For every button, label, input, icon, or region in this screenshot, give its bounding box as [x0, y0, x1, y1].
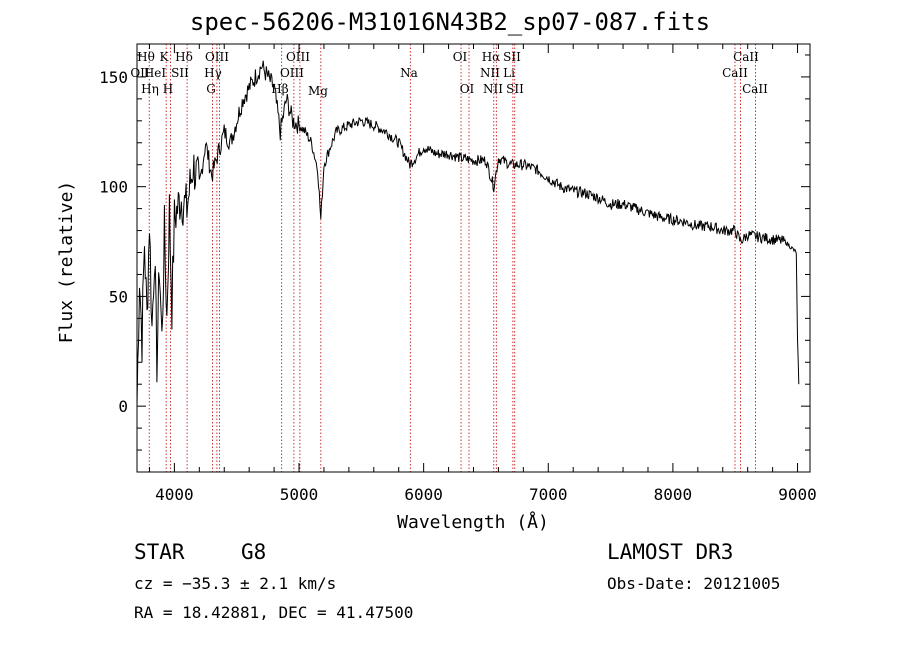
x-tick-label: 8000	[654, 485, 693, 504]
line-label: Na	[400, 66, 418, 80]
axis-ticks: 4000 5000 6000 7000 8000 9000 0 50 100 150	[99, 44, 817, 504]
line-label: NII	[483, 82, 503, 96]
line-label: SII	[506, 82, 524, 96]
line-label: Hβ	[271, 82, 288, 96]
line-label: CaII	[722, 66, 748, 80]
y-tick-label: 50	[109, 287, 128, 306]
x-tick-label: 5000	[280, 485, 319, 504]
line-label: SII	[503, 50, 521, 64]
line-label: CaII	[742, 82, 768, 96]
emission-line-markers	[148, 44, 756, 472]
chart-title: spec-56206-M31016N43B2_sp07-087.fits	[189, 8, 711, 36]
line-label: Hθ	[137, 50, 155, 64]
object-subclass: G8	[241, 540, 267, 564]
object-class: STAR	[134, 540, 185, 564]
x-tick-label: 9000	[778, 485, 817, 504]
line-label: CaII	[733, 50, 759, 64]
line-label: Li	[503, 66, 515, 80]
line-label: SII	[171, 66, 189, 80]
line-label: K	[160, 50, 170, 64]
line-label: OIII	[280, 66, 304, 80]
line-label: OI	[460, 82, 475, 96]
line-label: Mg	[308, 84, 328, 98]
line-label: H	[163, 82, 173, 96]
line-label: Hη	[141, 82, 159, 96]
line-label: OII	[130, 66, 150, 80]
line-label: Hδ	[175, 50, 193, 64]
y-tick-label: 0	[118, 397, 128, 416]
x-tick-label: 4000	[155, 485, 194, 504]
line-label: NII	[480, 66, 500, 80]
line-label: Hγ	[204, 66, 222, 80]
line-label: OI	[453, 50, 468, 64]
x-axis-label: Wavelength (Å)	[397, 511, 549, 533]
redshift-text: cz = −35.3 ± 2.1 km/s	[134, 574, 337, 593]
line-label: Hα	[482, 50, 501, 64]
y-tick-label: 150	[99, 68, 128, 87]
y-tick-label: 100	[99, 178, 128, 197]
survey-name: LAMOST DR3	[607, 540, 734, 564]
x-tick-label: 6000	[404, 485, 443, 504]
line-label: OIII	[205, 50, 229, 64]
coordinates-text: RA = 18.42881, DEC = 41.47500	[134, 603, 414, 622]
obs-date: Obs-Date: 20121005	[607, 574, 781, 593]
line-label: OIII	[286, 50, 310, 64]
plot-frame	[136, 43, 811, 473]
y-axis-label: Flux (relative)	[56, 181, 77, 344]
spectrum-line	[136, 60, 800, 407]
line-label: HeI	[144, 66, 167, 80]
x-tick-label: 7000	[529, 485, 568, 504]
line-label: G	[206, 82, 216, 96]
